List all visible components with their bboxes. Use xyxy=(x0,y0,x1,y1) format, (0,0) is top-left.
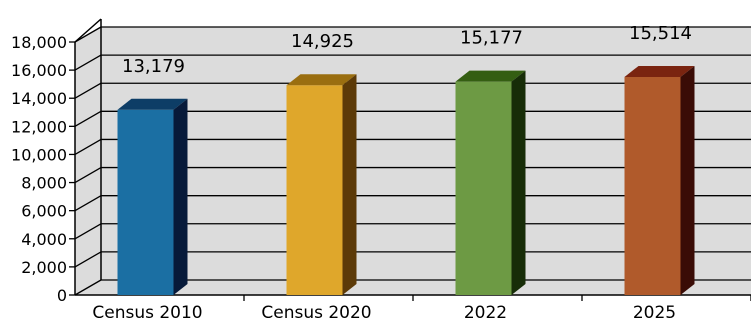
y-tick-label: 16,000 xyxy=(11,61,67,80)
bar-front xyxy=(624,76,681,295)
data-label: 14,925 xyxy=(291,31,354,52)
bar-top xyxy=(624,65,695,77)
category-labels: Census 2010 Census 2020 2022 2025 xyxy=(92,295,751,323)
x-category-label: 2025 xyxy=(633,303,676,323)
bar-top xyxy=(455,70,526,82)
gridline-diagonal xyxy=(74,166,102,184)
bar-side xyxy=(342,74,357,296)
x-category-label: Census 2010 xyxy=(92,303,202,323)
x-category-label: 2022 xyxy=(464,303,507,323)
y-tick-label: 10,000 xyxy=(11,145,67,164)
gridline-diagonal xyxy=(74,279,102,296)
gridline-diagonal xyxy=(74,110,102,127)
data-label: 15,177 xyxy=(460,28,523,49)
x-category-label: Census 2020 xyxy=(261,303,371,323)
gridline-diagonal xyxy=(74,82,102,99)
plot-floor xyxy=(75,280,751,295)
bar-top xyxy=(286,74,357,86)
gridline-diagonal xyxy=(74,138,102,156)
bar-side xyxy=(173,98,188,295)
y-tick-label: 8,000 xyxy=(21,174,67,193)
bar xyxy=(624,65,695,295)
y-axis-ticks: 0 2,000 4,000 6,000 8,000 10,000 12,000 14,000 1… xyxy=(11,33,75,305)
bar-side xyxy=(511,70,526,295)
bar xyxy=(286,74,357,296)
gridline-diagonal xyxy=(74,54,102,71)
data-label: 13,179 xyxy=(122,56,185,77)
bar xyxy=(117,98,188,295)
bar-front xyxy=(286,85,343,296)
bar-front xyxy=(455,81,512,295)
data-label: 15,514 xyxy=(629,23,692,44)
y-tick-label: 14,000 xyxy=(11,89,67,108)
bar xyxy=(455,70,526,295)
bar-top xyxy=(117,98,188,110)
gridline-diagonal xyxy=(74,195,102,212)
gridline-diagonal xyxy=(74,251,102,268)
y-tick-label: 6,000 xyxy=(21,202,67,221)
y-tick-label: 4,000 xyxy=(21,230,67,249)
y-tick-label: 2,000 xyxy=(21,258,67,277)
y-tick-label: 12,000 xyxy=(11,117,67,136)
y-tick-label: 0 xyxy=(57,286,67,305)
gridline-diagonal xyxy=(74,26,102,43)
bar-front xyxy=(117,109,174,295)
data-labels: 13,179 14,925 15,177 15,514 xyxy=(122,23,692,77)
y-axis-top-diagonal xyxy=(74,18,102,43)
bars xyxy=(117,65,695,296)
y-tick-label: 18,000 xyxy=(11,33,67,52)
gridline-diagonal xyxy=(74,223,102,240)
bar-side xyxy=(680,65,695,295)
